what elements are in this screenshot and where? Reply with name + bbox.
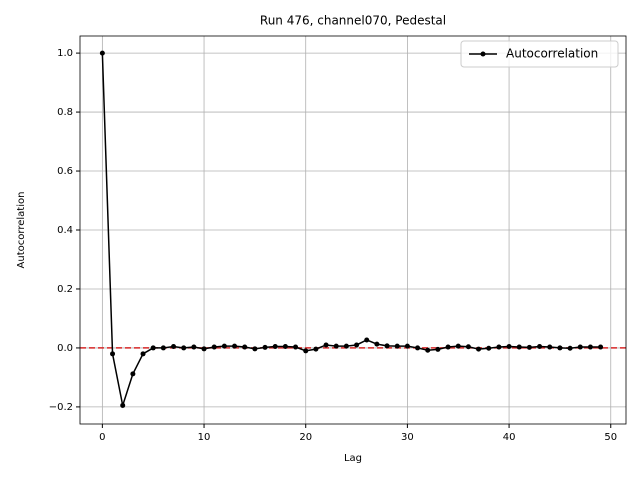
- y-tick-label: 1.0: [57, 48, 73, 59]
- chart-title: Run 476, channel070, Pedestal: [260, 14, 446, 28]
- point: [262, 344, 268, 350]
- point: [506, 343, 512, 349]
- point: [435, 346, 441, 352]
- legend-box: [460, 40, 619, 68]
- x-axis-label: Lag: [344, 453, 362, 464]
- point: [343, 343, 349, 349]
- x-tick-label: 30: [401, 432, 414, 443]
- legend-label: Autocorrelation: [506, 47, 598, 61]
- x-tick-label: 40: [503, 432, 516, 443]
- point: [232, 343, 238, 349]
- point: [282, 343, 288, 349]
- point: [120, 402, 126, 408]
- point: [455, 343, 461, 349]
- point: [303, 348, 309, 354]
- y-tick-label: 0.4: [57, 225, 73, 236]
- point: [567, 345, 573, 351]
- point: [99, 50, 105, 56]
- y-tick-label: 0.6: [57, 166, 73, 177]
- point: [445, 344, 451, 350]
- x-tick-label: 0: [99, 432, 105, 443]
- point: [181, 345, 187, 351]
- x-tick-label: 10: [198, 432, 211, 443]
- point: [404, 343, 410, 349]
- point: [476, 346, 482, 352]
- point: [587, 344, 593, 350]
- point: [130, 371, 136, 377]
- point: [293, 344, 299, 350]
- point: [333, 343, 339, 349]
- y-tick-label: 0.2: [57, 284, 73, 295]
- y-axis-label: Autocorrelation: [16, 192, 27, 269]
- point: [415, 345, 421, 351]
- point: [577, 344, 583, 350]
- y-tick-label: 0.8: [57, 107, 73, 118]
- point: [374, 341, 380, 347]
- point: [465, 344, 471, 350]
- axes-frame: [79, 35, 627, 425]
- point: [496, 344, 502, 350]
- point: [150, 345, 156, 351]
- point: [323, 342, 329, 348]
- x-tick-label: 20: [299, 432, 312, 443]
- point: [191, 344, 197, 350]
- point: [547, 344, 553, 350]
- point: [140, 351, 146, 357]
- point: [160, 345, 166, 351]
- point: [354, 342, 360, 348]
- point: [171, 343, 177, 349]
- point: [364, 337, 370, 343]
- point: [221, 343, 227, 349]
- point: [425, 347, 431, 353]
- point: [598, 344, 604, 350]
- point: [557, 345, 563, 351]
- point: [394, 343, 400, 349]
- point: [516, 344, 522, 350]
- point: [201, 346, 207, 352]
- point: [211, 344, 217, 350]
- point: [537, 343, 543, 349]
- point: [110, 351, 116, 357]
- point: [486, 345, 492, 351]
- point: [252, 346, 258, 352]
- x-tick-label: 50: [604, 432, 617, 443]
- y-tick-label: 0.0: [57, 343, 73, 354]
- point: [313, 346, 319, 352]
- legend-marker: [480, 51, 486, 57]
- point: [384, 343, 390, 349]
- point: [526, 344, 532, 350]
- point: [272, 343, 278, 349]
- point: [242, 344, 248, 350]
- y-tick-label: −0.2: [49, 402, 73, 413]
